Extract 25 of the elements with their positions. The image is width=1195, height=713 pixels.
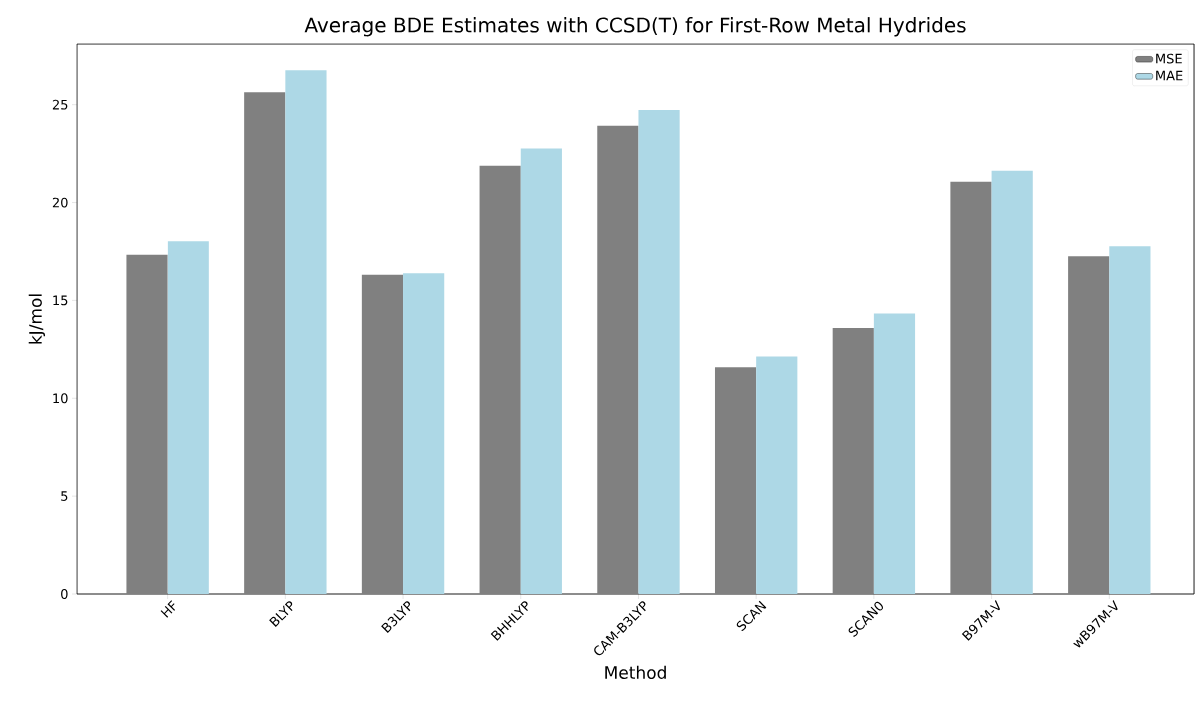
y-tick-label: 15 [53,295,68,306]
y-tick-label: 20 [52,197,68,208]
bar [873,313,916,594]
bar [638,109,680,594]
bar [403,273,445,594]
y-tick-label: 25 [52,99,68,110]
y-axis-title: kJ/mol [28,294,46,344]
bar [597,125,639,594]
y-tick-label: 10 [53,393,68,404]
bar [991,170,1033,594]
bar [244,92,286,594]
y-tick-label: 0 [61,589,68,599]
bar [756,356,798,594]
legend-label: MAE [1156,70,1183,81]
bar [520,148,562,594]
bar [285,70,327,594]
x-axis-title: Method [605,665,666,679]
bar [714,367,757,594]
x-tick-label: HF [160,600,176,618]
y-tick-label: 5 [61,491,68,501]
bar [1068,256,1110,594]
bar [1109,246,1151,594]
legend-label: MSE [1156,53,1182,64]
bar [167,241,209,594]
chart-title: Average BDE Estimates with CCSD(T) for First-Row Metal Hydrides [304,17,966,37]
